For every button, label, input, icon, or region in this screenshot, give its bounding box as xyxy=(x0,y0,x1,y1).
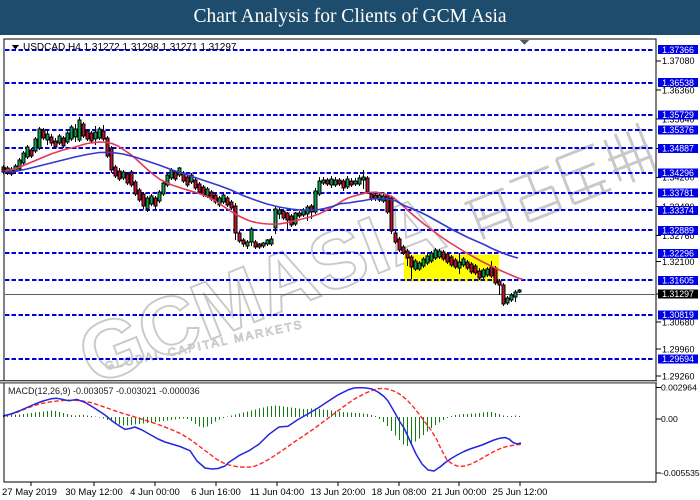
svg-text:1.36360: 1.36360 xyxy=(662,85,695,95)
svg-text:1.33374: 1.33374 xyxy=(662,206,694,216)
svg-text:0.00: 0.00 xyxy=(661,414,678,424)
svg-text:11 Jun 04:00: 11 Jun 04:00 xyxy=(250,487,304,498)
svg-text:1.29260: 1.29260 xyxy=(662,372,695,382)
svg-text:1.30819: 1.30819 xyxy=(662,310,694,320)
svg-text:1.31605: 1.31605 xyxy=(662,276,694,286)
svg-text:1.33781: 1.33781 xyxy=(662,188,694,198)
svg-text:MACD(12,26,9) -0.003057 -0.003: MACD(12,26,9) -0.003057 -0.003021 -0.000… xyxy=(8,386,200,396)
svg-text:1.35376: 1.35376 xyxy=(662,125,694,135)
svg-text:1.35729: 1.35729 xyxy=(662,110,694,120)
svg-text:1.37366: 1.37366 xyxy=(662,45,694,55)
svg-text:6 Jun 16:00: 6 Jun 16:00 xyxy=(191,487,241,498)
svg-text:1.29960: 1.29960 xyxy=(662,344,695,354)
svg-text:1.36538: 1.36538 xyxy=(662,78,694,88)
svg-text:4 Jun 00:00: 4 Jun 00:00 xyxy=(130,487,180,498)
svg-text:1.32889: 1.32889 xyxy=(662,226,694,236)
svg-text:USDCAD,H4 1.31272 1.31298 1.31: USDCAD,H4 1.31272 1.31298 1.31271 1.3129… xyxy=(23,42,237,53)
svg-text:-0.005535: -0.005535 xyxy=(661,468,700,478)
svg-text:1.34887: 1.34887 xyxy=(662,143,694,153)
svg-text:1.32296: 1.32296 xyxy=(662,249,694,259)
svg-text:0.002964: 0.002964 xyxy=(661,383,697,393)
svg-text:1.37080: 1.37080 xyxy=(662,56,695,66)
svg-text:30 May 12:00: 30 May 12:00 xyxy=(65,487,123,498)
svg-text:13 Jun 20:00: 13 Jun 20:00 xyxy=(311,487,366,498)
svg-text:1.29694: 1.29694 xyxy=(662,354,694,364)
svg-text:27 May 2019: 27 May 2019 xyxy=(2,487,57,498)
svg-text:1.32100: 1.32100 xyxy=(662,257,695,267)
svg-text:25 Jun 12:00: 25 Jun 12:00 xyxy=(493,487,548,498)
svg-text:1.34296: 1.34296 xyxy=(662,168,694,178)
svg-text:1.34200: 1.34200 xyxy=(662,173,695,183)
svg-text:1.31297: 1.31297 xyxy=(662,289,694,299)
svg-text:1.32760: 1.32760 xyxy=(662,231,695,241)
svg-text:21 Jun 00:00: 21 Jun 00:00 xyxy=(432,487,487,498)
svg-text:18 Jun 08:00: 18 Jun 08:00 xyxy=(372,487,427,498)
svg-text:1.30680: 1.30680 xyxy=(662,317,695,327)
